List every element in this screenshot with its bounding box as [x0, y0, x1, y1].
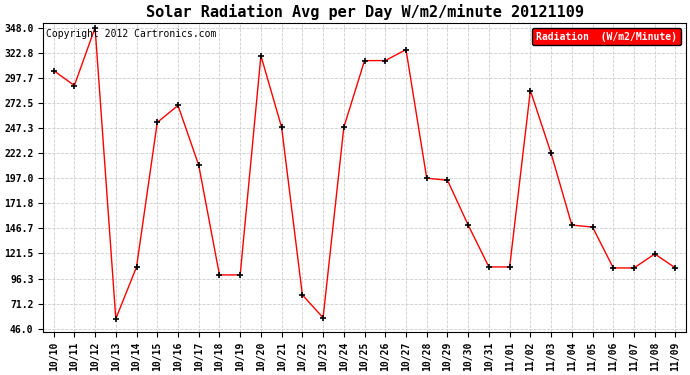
Text: Copyright 2012 Cartronics.com: Copyright 2012 Cartronics.com [46, 29, 217, 39]
Title: Solar Radiation Avg per Day W/m2/minute 20121109: Solar Radiation Avg per Day W/m2/minute … [146, 4, 584, 20]
Legend: Radiation  (W/m2/Minute): Radiation (W/m2/Minute) [532, 28, 681, 45]
